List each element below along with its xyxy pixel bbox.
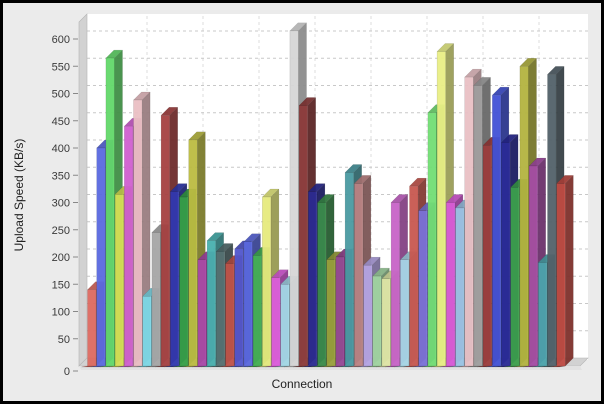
y-tick-label-550: 550	[52, 61, 70, 73]
bar-front-face[interactable]	[528, 165, 538, 367]
y-tick-label-200: 200	[52, 252, 70, 264]
bar-52[interactable]	[550, 174, 574, 368]
bar-front-face[interactable]	[436, 51, 446, 367]
bar-front-face[interactable]	[354, 183, 364, 367]
bar-front-face[interactable]	[114, 194, 124, 367]
bar-front-face[interactable]	[427, 112, 437, 367]
y-tick-label-250: 250	[52, 225, 70, 237]
bar-chart-3d[interactable]: 0 50 100 150 200 250 300 350 400 450 500 550 600	[3, 3, 601, 401]
bar-front-face[interactable]	[372, 275, 382, 367]
y-tick-label-350: 350	[52, 170, 70, 182]
chart-panel: 0 50 100 150 200 250 300 350 400 450 500 550 600 Upl…	[3, 3, 601, 401]
bar-front-face[interactable]	[519, 66, 529, 367]
bar-front-face[interactable]	[289, 30, 299, 367]
y-tick-label-300: 300	[52, 198, 70, 210]
bar-front-face[interactable]	[133, 99, 143, 367]
bar-front-face[interactable]	[464, 76, 474, 367]
bar-front-face[interactable]	[105, 57, 115, 367]
bar-front-face[interactable]	[344, 172, 354, 367]
bar-front-face[interactable]	[197, 259, 207, 367]
bar-front-face[interactable]	[547, 74, 557, 367]
bar-front-face[interactable]	[96, 147, 106, 367]
bar-front-face[interactable]	[381, 278, 391, 367]
bar-front-face[interactable]	[308, 191, 318, 367]
bar-front-face[interactable]	[326, 259, 336, 367]
y-tick-label-450: 450	[52, 116, 70, 128]
x-axis-title: Connection	[271, 377, 333, 391]
bar-front-face[interactable]	[363, 264, 373, 367]
y-tick-label-600: 600	[52, 34, 70, 46]
y-tick-label-400: 400	[52, 143, 70, 155]
bar-front-face[interactable]	[216, 251, 226, 367]
y-tick-label-100: 100	[52, 307, 70, 319]
bar-front-face[interactable]	[482, 145, 492, 367]
bar-front-face[interactable]	[225, 263, 235, 367]
bar-front-face[interactable]	[501, 142, 511, 367]
bar-front-face[interactable]	[556, 183, 566, 367]
bar-front-face[interactable]	[409, 185, 419, 367]
left-wall	[78, 13, 88, 367]
bar-front-face[interactable]	[317, 202, 327, 367]
bar-front-face[interactable]	[252, 255, 262, 367]
bar-front-face[interactable]	[538, 262, 548, 367]
y-tick-label-150: 150	[52, 279, 70, 291]
bar-front-face[interactable]	[243, 241, 253, 367]
bar-front-face[interactable]	[271, 277, 281, 367]
bar-face[interactable]	[565, 174, 574, 367]
y-axis-title: Upload Speed (KB/s)	[12, 138, 26, 252]
bar-front-face[interactable]	[179, 196, 189, 367]
bar-front-face[interactable]	[492, 94, 502, 367]
bar-front-face[interactable]	[390, 202, 400, 367]
bar-front-face[interactable]	[446, 202, 456, 367]
bar-front-face[interactable]	[188, 139, 198, 367]
bar-front-face[interactable]	[170, 191, 180, 367]
bar-front-face[interactable]	[455, 207, 465, 367]
bar-front-face[interactable]	[87, 289, 97, 367]
bar-front-face[interactable]	[206, 240, 216, 367]
bar-front-face[interactable]	[160, 115, 170, 367]
y-tick-label-500: 500	[52, 89, 70, 101]
bar-front-face[interactable]	[510, 186, 520, 367]
y-tick-label-50: 50	[58, 334, 70, 346]
bar-front-face[interactable]	[335, 256, 345, 367]
bar-front-face[interactable]	[298, 105, 308, 367]
bar-front-face[interactable]	[280, 284, 290, 367]
bar-front-face[interactable]	[124, 125, 134, 367]
bar-front-face[interactable]	[142, 295, 152, 367]
bar-front-face[interactable]	[151, 232, 161, 367]
bar-front-face[interactable]	[262, 196, 272, 367]
y-tick-label-0: 0	[64, 366, 70, 378]
bar-front-face[interactable]	[234, 248, 244, 367]
bar-front-face[interactable]	[400, 259, 410, 367]
bar-front-face[interactable]	[418, 210, 428, 367]
bar-front-face[interactable]	[473, 85, 483, 367]
